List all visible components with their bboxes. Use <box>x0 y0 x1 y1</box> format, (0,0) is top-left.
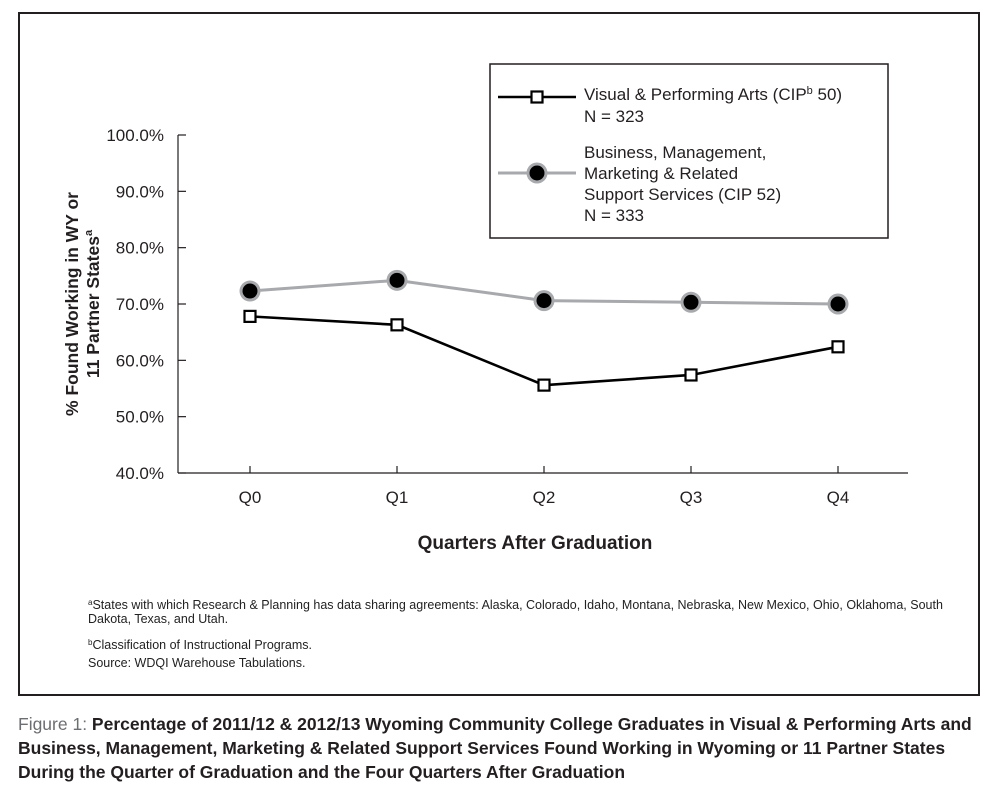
footnote-a: aStates with which Research & Planning h… <box>88 598 943 626</box>
series-line-arts <box>249 315 839 387</box>
y-axis-title-line1: % Found Working in WY or <box>62 192 82 416</box>
arts-point-Q4 <box>831 340 845 354</box>
legend-arts-marker <box>530 90 544 104</box>
legend-business-label-line3: Support Services (CIP 52) <box>584 185 781 204</box>
business-point-core-Q1 <box>389 272 405 288</box>
legend-business-label-line1: Business, Management, <box>584 143 766 162</box>
business-point-core-Q4 <box>830 296 846 312</box>
caption-label: Figure 1: <box>18 714 88 734</box>
figure-caption: Figure 1: Percentage of 2011/12 & 2012/1… <box>18 712 978 784</box>
legend-arts-label: Visual & Performing Arts (CIPb 50) <box>584 85 842 104</box>
footnote-b: bClassification of Instructional Program… <box>88 638 312 652</box>
y-axis-title-line2: 11 Partner Statesa <box>83 229 103 378</box>
x-tick-label: Q2 <box>533 488 556 507</box>
business-point-core-Q2 <box>536 293 552 309</box>
x-axis-title: Quarters After Graduation <box>418 533 653 554</box>
source-note: Source: WDQI Warehouse Tabulations. <box>88 656 306 670</box>
arts-point-Q3 <box>684 368 698 382</box>
x-tick-label: Q0 <box>239 488 262 507</box>
business-point-core-Q0 <box>242 283 258 299</box>
legend-arts-n: N = 323 <box>584 107 644 126</box>
y-tick-label: 70.0% <box>116 295 164 314</box>
arts-point-Q2 <box>537 378 551 392</box>
x-tick-label: Q1 <box>386 488 409 507</box>
y-tick-label: 90.0% <box>116 182 164 201</box>
y-tick-label: 40.0% <box>116 464 164 483</box>
legend-business-marker-core <box>529 165 545 181</box>
figure-frame <box>18 12 980 696</box>
arts-point-Q0 <box>243 309 257 323</box>
y-tick-label: 60.0% <box>116 351 164 370</box>
y-tick-label: 50.0% <box>116 408 164 427</box>
x-tick-label: Q4 <box>827 488 850 507</box>
x-tick-label: Q3 <box>680 488 703 507</box>
y-tick-label: 80.0% <box>116 239 164 258</box>
legend-box <box>489 63 889 239</box>
y-tick-label: 100.0% <box>106 126 164 145</box>
caption-text: Percentage of 2011/12 & 2012/13 Wyoming … <box>18 714 972 782</box>
y-axis-title: % Found Working in WY or 11 Partner State… <box>62 192 103 416</box>
arts-point-Q1 <box>390 318 404 332</box>
legend-business-label-line4: N = 333 <box>584 206 644 225</box>
business-point-core-Q3 <box>683 294 699 310</box>
legend-business-label-line2: Marketing & Related <box>584 164 738 183</box>
line-chart: 40.0% 50.0% 60.0% 70.0% 80.0% 90.0% 100.0% Q0 Q1… <box>62 63 908 554</box>
